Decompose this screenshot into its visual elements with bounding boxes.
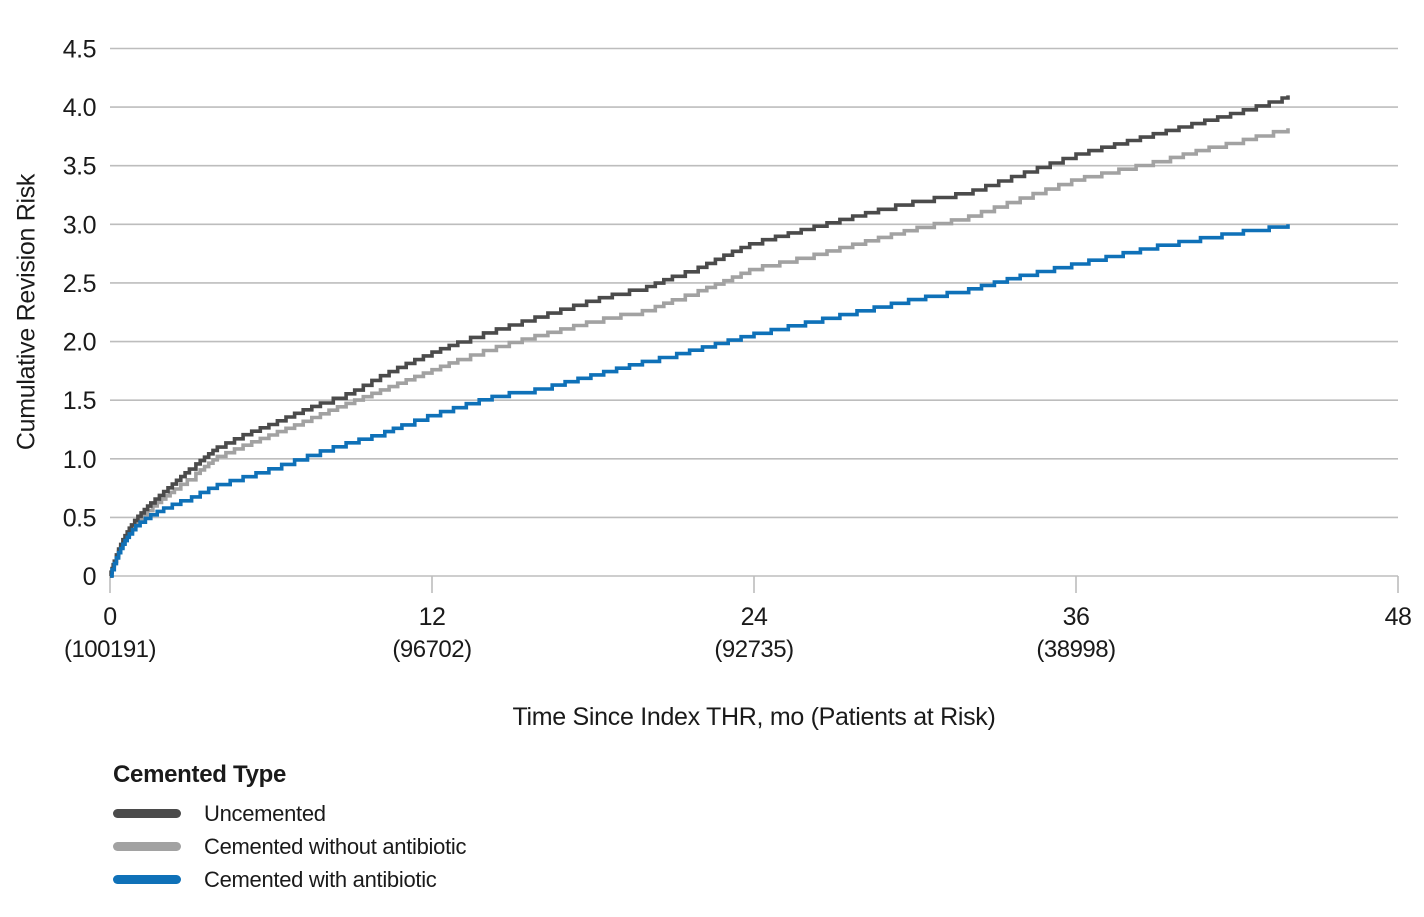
survival-curve-plot: 0 0.5 1.0 1.5 2.0 2.5 3.0 3.5 4.0 4.5 0 (100191) 12 (… xyxy=(63,36,1412,664)
y-tick-label: 0 xyxy=(83,563,96,591)
y-axis-title: Cumulative Revision Risk xyxy=(12,173,41,451)
legend-item-uncemented: Uncemented xyxy=(113,797,466,830)
x-axis-title: Time Since Index THR, mo (Patients at Ri… xyxy=(512,703,996,731)
x-tick-label: 12 xyxy=(419,603,446,631)
y-tick-label: 2.0 xyxy=(63,329,96,357)
patients-at-risk-label: (100191) xyxy=(64,636,156,663)
line-swatch-icon xyxy=(113,875,181,884)
y-tick-label: 1.0 xyxy=(63,446,96,474)
legend-item-cemented-without-antibiotic: Cemented without antibiotic xyxy=(113,830,466,863)
legend-item-label: Uncemented xyxy=(204,800,326,826)
legend-item-cemented-with-antibiotic: Cemented with antibiotic xyxy=(113,863,466,896)
series-line-cemented-without-antibiotic xyxy=(109,128,1290,578)
series-line-cemented-with-antibiotic xyxy=(110,224,1290,578)
y-tick-label: 2.5 xyxy=(63,270,96,298)
y-tick-label: 3.5 xyxy=(63,153,96,181)
y-tick-label: 4.0 xyxy=(63,94,96,122)
legend-item-label: Cemented with antibiotic xyxy=(204,866,437,892)
line-swatch-icon xyxy=(113,842,181,851)
y-tick-label: 0.5 xyxy=(63,504,96,532)
line-swatch-icon xyxy=(113,809,181,818)
patients-at-risk-label: (38998) xyxy=(1036,636,1115,663)
y-tick-label: 1.5 xyxy=(63,387,96,415)
legend: Cemented Type Uncemented Cemented withou… xyxy=(113,761,466,896)
x-tick-label: 36 xyxy=(1063,603,1090,631)
series-line-uncemented xyxy=(109,95,1290,578)
patients-at-risk-label: (96702) xyxy=(392,636,471,663)
x-tick-label: 0 xyxy=(103,603,116,631)
patients-at-risk-label: (92735) xyxy=(714,636,793,663)
legend-item-label: Cemented without antibiotic xyxy=(204,833,467,859)
y-tick-label: 3.0 xyxy=(63,211,96,239)
x-tick-label: 24 xyxy=(741,603,768,631)
legend-title: Cemented Type xyxy=(113,761,287,788)
x-tick-label: 48 xyxy=(1385,603,1412,631)
y-tick-label: 4.5 xyxy=(63,36,96,64)
